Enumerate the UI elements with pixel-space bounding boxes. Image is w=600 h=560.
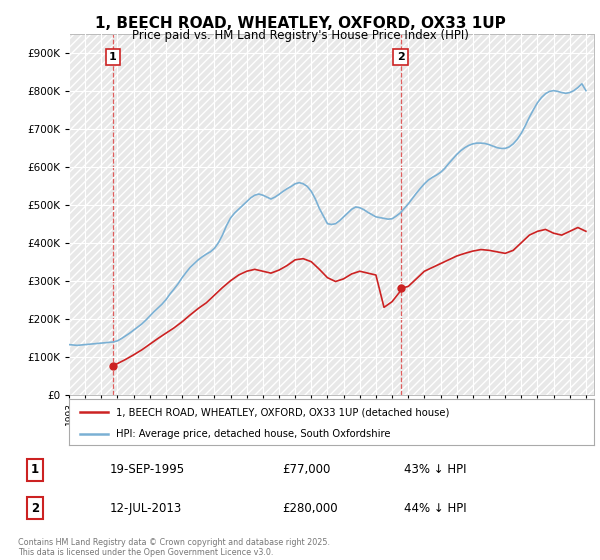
Text: 44% ↓ HPI: 44% ↓ HPI [404, 502, 466, 515]
Text: £280,000: £280,000 [283, 502, 338, 515]
Text: 19-SEP-1995: 19-SEP-1995 [110, 463, 185, 477]
Text: 2: 2 [31, 502, 39, 515]
Text: £77,000: £77,000 [283, 463, 331, 477]
Text: 43% ↓ HPI: 43% ↓ HPI [404, 463, 466, 477]
Text: 1, BEECH ROAD, WHEATLEY, OXFORD, OX33 1UP: 1, BEECH ROAD, WHEATLEY, OXFORD, OX33 1U… [95, 16, 505, 31]
Text: 1, BEECH ROAD, WHEATLEY, OXFORD, OX33 1UP (detached house): 1, BEECH ROAD, WHEATLEY, OXFORD, OX33 1U… [116, 407, 449, 417]
Text: Contains HM Land Registry data © Crown copyright and database right 2025.
This d: Contains HM Land Registry data © Crown c… [18, 538, 330, 557]
Text: 1: 1 [31, 463, 39, 477]
Text: 12-JUL-2013: 12-JUL-2013 [110, 502, 182, 515]
Text: 1: 1 [109, 52, 117, 62]
Text: HPI: Average price, detached house, South Oxfordshire: HPI: Average price, detached house, Sout… [116, 429, 391, 438]
Text: Price paid vs. HM Land Registry's House Price Index (HPI): Price paid vs. HM Land Registry's House … [131, 29, 469, 42]
Text: 2: 2 [397, 52, 404, 62]
